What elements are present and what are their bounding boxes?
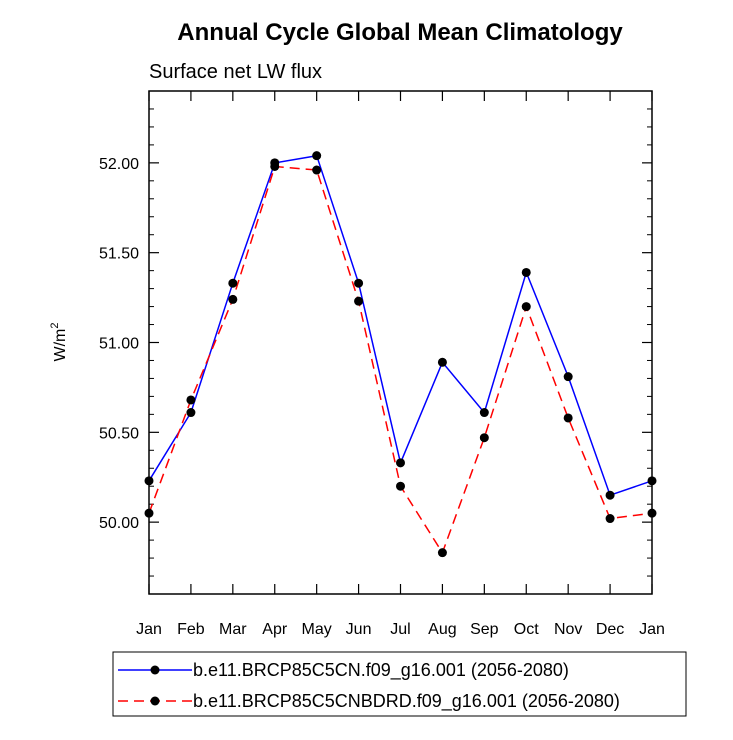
y-axis-label: W/m2 (49, 323, 69, 362)
x-tick-label: Feb (177, 621, 205, 638)
x-tick-label: Mar (219, 621, 247, 638)
y-tick-label: 52.00 (99, 156, 139, 173)
series-layer (144, 151, 657, 558)
y-tick-label: 50.00 (99, 515, 139, 532)
x-tick-label: Jan (136, 621, 162, 638)
chart-subtitle: Surface net LW flux (149, 61, 322, 83)
y-axis-label-superscript: 2 (49, 323, 61, 329)
x-axis-ticks: Jan Feb Mar Apr May Jun Jul Aug Sep Oct Nov Dec Jan (136, 91, 665, 638)
x-tick-label: Jul (390, 621, 410, 638)
series-2-point (605, 514, 615, 524)
chart-title: Annual Cycle Global Mean Climatology (177, 19, 623, 46)
series-1-point (144, 476, 154, 486)
series-2-point (479, 433, 489, 443)
series-2-point (312, 165, 322, 175)
series-1-point (354, 278, 364, 288)
y-axis-ticks: 50.00 50.50 51.00 51.50 52.00 (99, 108, 652, 595)
y-tick-label: 51.00 (99, 336, 139, 353)
x-tick-label: Sep (470, 621, 499, 638)
legend: b.e11.BRCP85C5CN.f09_g16.001 (2056-2080)… (118, 660, 620, 712)
series-1-point (228, 278, 238, 288)
y-axis-label-text: W/m (52, 329, 69, 362)
series-2-point (270, 161, 280, 171)
series-1-point (437, 357, 447, 367)
x-tick-label: Aug (428, 621, 456, 638)
series-1-point (479, 408, 489, 418)
series-1-point (563, 372, 573, 382)
legend-marker-1 (150, 665, 160, 675)
series-1-point (521, 267, 531, 277)
legend-marker-2 (150, 696, 160, 706)
series-2-point (354, 296, 364, 306)
x-tick-label: May (302, 621, 332, 638)
series-2-point (563, 413, 573, 423)
y-tick-label: 50.50 (99, 425, 139, 442)
legend-box (112, 651, 687, 717)
series-2-point (144, 508, 154, 518)
x-tick-label: Nov (554, 621, 582, 638)
series-2-point (647, 508, 657, 518)
series-1-point (186, 408, 196, 418)
series-1-point (312, 151, 322, 161)
series-line-1 (148, 154, 653, 497)
y-tick-label: 51.50 (99, 246, 139, 263)
series-1-point (396, 458, 405, 468)
series-1-point (605, 490, 615, 500)
series-line-2 (148, 165, 653, 555)
x-tick-label: Oct (514, 621, 539, 638)
series-2-point (521, 302, 531, 312)
series-2-point (437, 548, 447, 558)
x-tick-label: Jan (639, 621, 665, 638)
plot-frame (148, 90, 653, 595)
legend-label-2: b.e11.BRCP85C5CNBDRD.f09_g16.001 (2056-2… (193, 691, 620, 712)
x-tick-label: Apr (262, 621, 288, 638)
series-2-point (228, 294, 238, 304)
x-tick-label: Jun (346, 621, 372, 638)
series-1-point (647, 476, 657, 486)
series-2-point (396, 481, 405, 491)
x-tick-label: Dec (596, 621, 624, 638)
series-2-point (186, 395, 196, 405)
legend-label-1: b.e11.BRCP85C5CN.f09_g16.001 (2056-2080) (193, 660, 569, 681)
